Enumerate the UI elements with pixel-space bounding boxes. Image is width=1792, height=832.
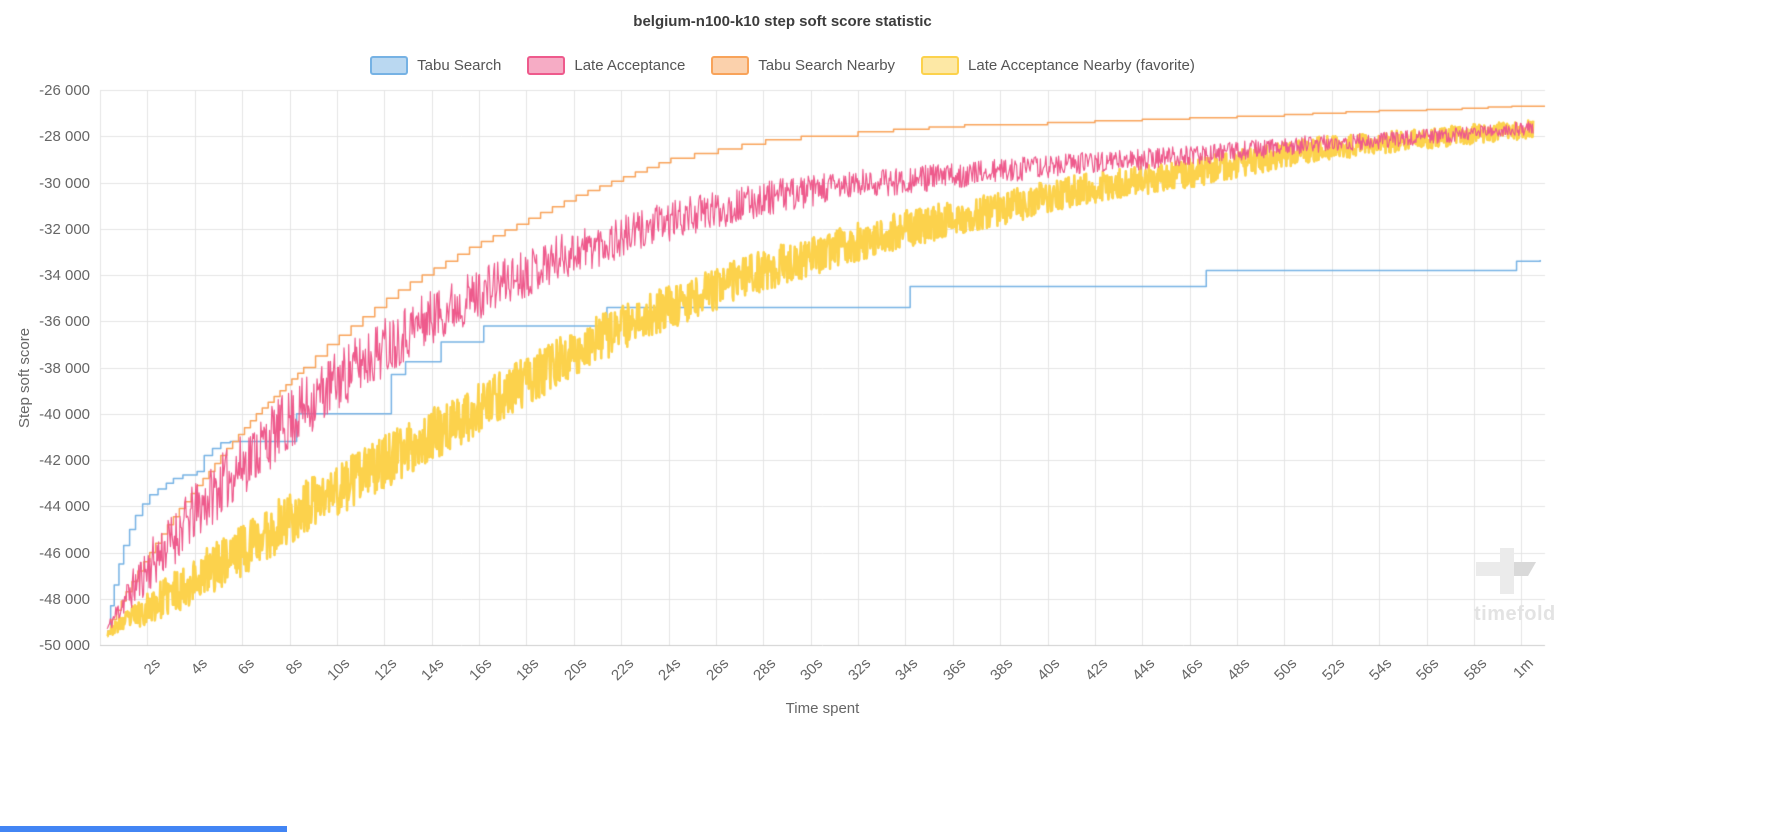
chart-title: belgium-n100-k10 step soft score statist… (633, 13, 932, 30)
chart-legend: Tabu Search Late Acceptance Tabu Search … (0, 56, 1565, 75)
watermark-text: timefold (1474, 603, 1556, 625)
legend-item-late-acceptance[interactable]: Late Acceptance (527, 56, 685, 75)
legend-swatch-late-acceptance-nearby (921, 56, 960, 75)
y-tick-label: -42 000 (39, 452, 90, 469)
y-tick-label: -48 000 (39, 590, 90, 608)
legend-swatch-tabu-search (370, 56, 409, 75)
y-tick-label: -36 000 (39, 313, 90, 331)
legend-item-late-acceptance-nearby[interactable]: Late Acceptance Nearby (favorite) (921, 56, 1195, 75)
legend-label: Late Acceptance Nearby (favorite) (968, 57, 1195, 74)
legend-swatch-late-acceptance (527, 56, 566, 75)
y-tick-label: -38 000 (39, 359, 90, 377)
y-tick-label: -30 000 (39, 174, 90, 192)
legend-label: Late Acceptance (574, 57, 686, 74)
y-tick-label: -34 000 (39, 267, 90, 284)
y-tick-label: -44 000 (39, 498, 90, 516)
legend-label: Tabu Search (417, 57, 502, 74)
y-tick-label: -46 000 (39, 544, 90, 562)
timefold-watermark: timefold (1474, 546, 1574, 626)
legend-item-tabu-search-nearby[interactable]: Tabu Search Nearby (711, 56, 895, 75)
y-tick-label: -50 000 (39, 637, 90, 654)
timefold-logo-icon (1476, 548, 1536, 594)
legend-item-tabu-search[interactable]: Tabu Search (370, 56, 501, 75)
x-axis-title: Time spent (785, 700, 860, 717)
y-tick-label: -32 000 (39, 220, 90, 238)
y-tick-label: -40 000 (39, 405, 90, 423)
y-tick-label: -28 000 (39, 128, 90, 146)
legend-label: Tabu Search Nearby (758, 57, 896, 74)
legend-swatch-tabu-search-nearby (711, 56, 750, 75)
y-axis-title: Step soft score (16, 327, 33, 428)
bottom-bar-fragment (0, 826, 287, 832)
y-tick-label: -26 000 (39, 82, 90, 99)
